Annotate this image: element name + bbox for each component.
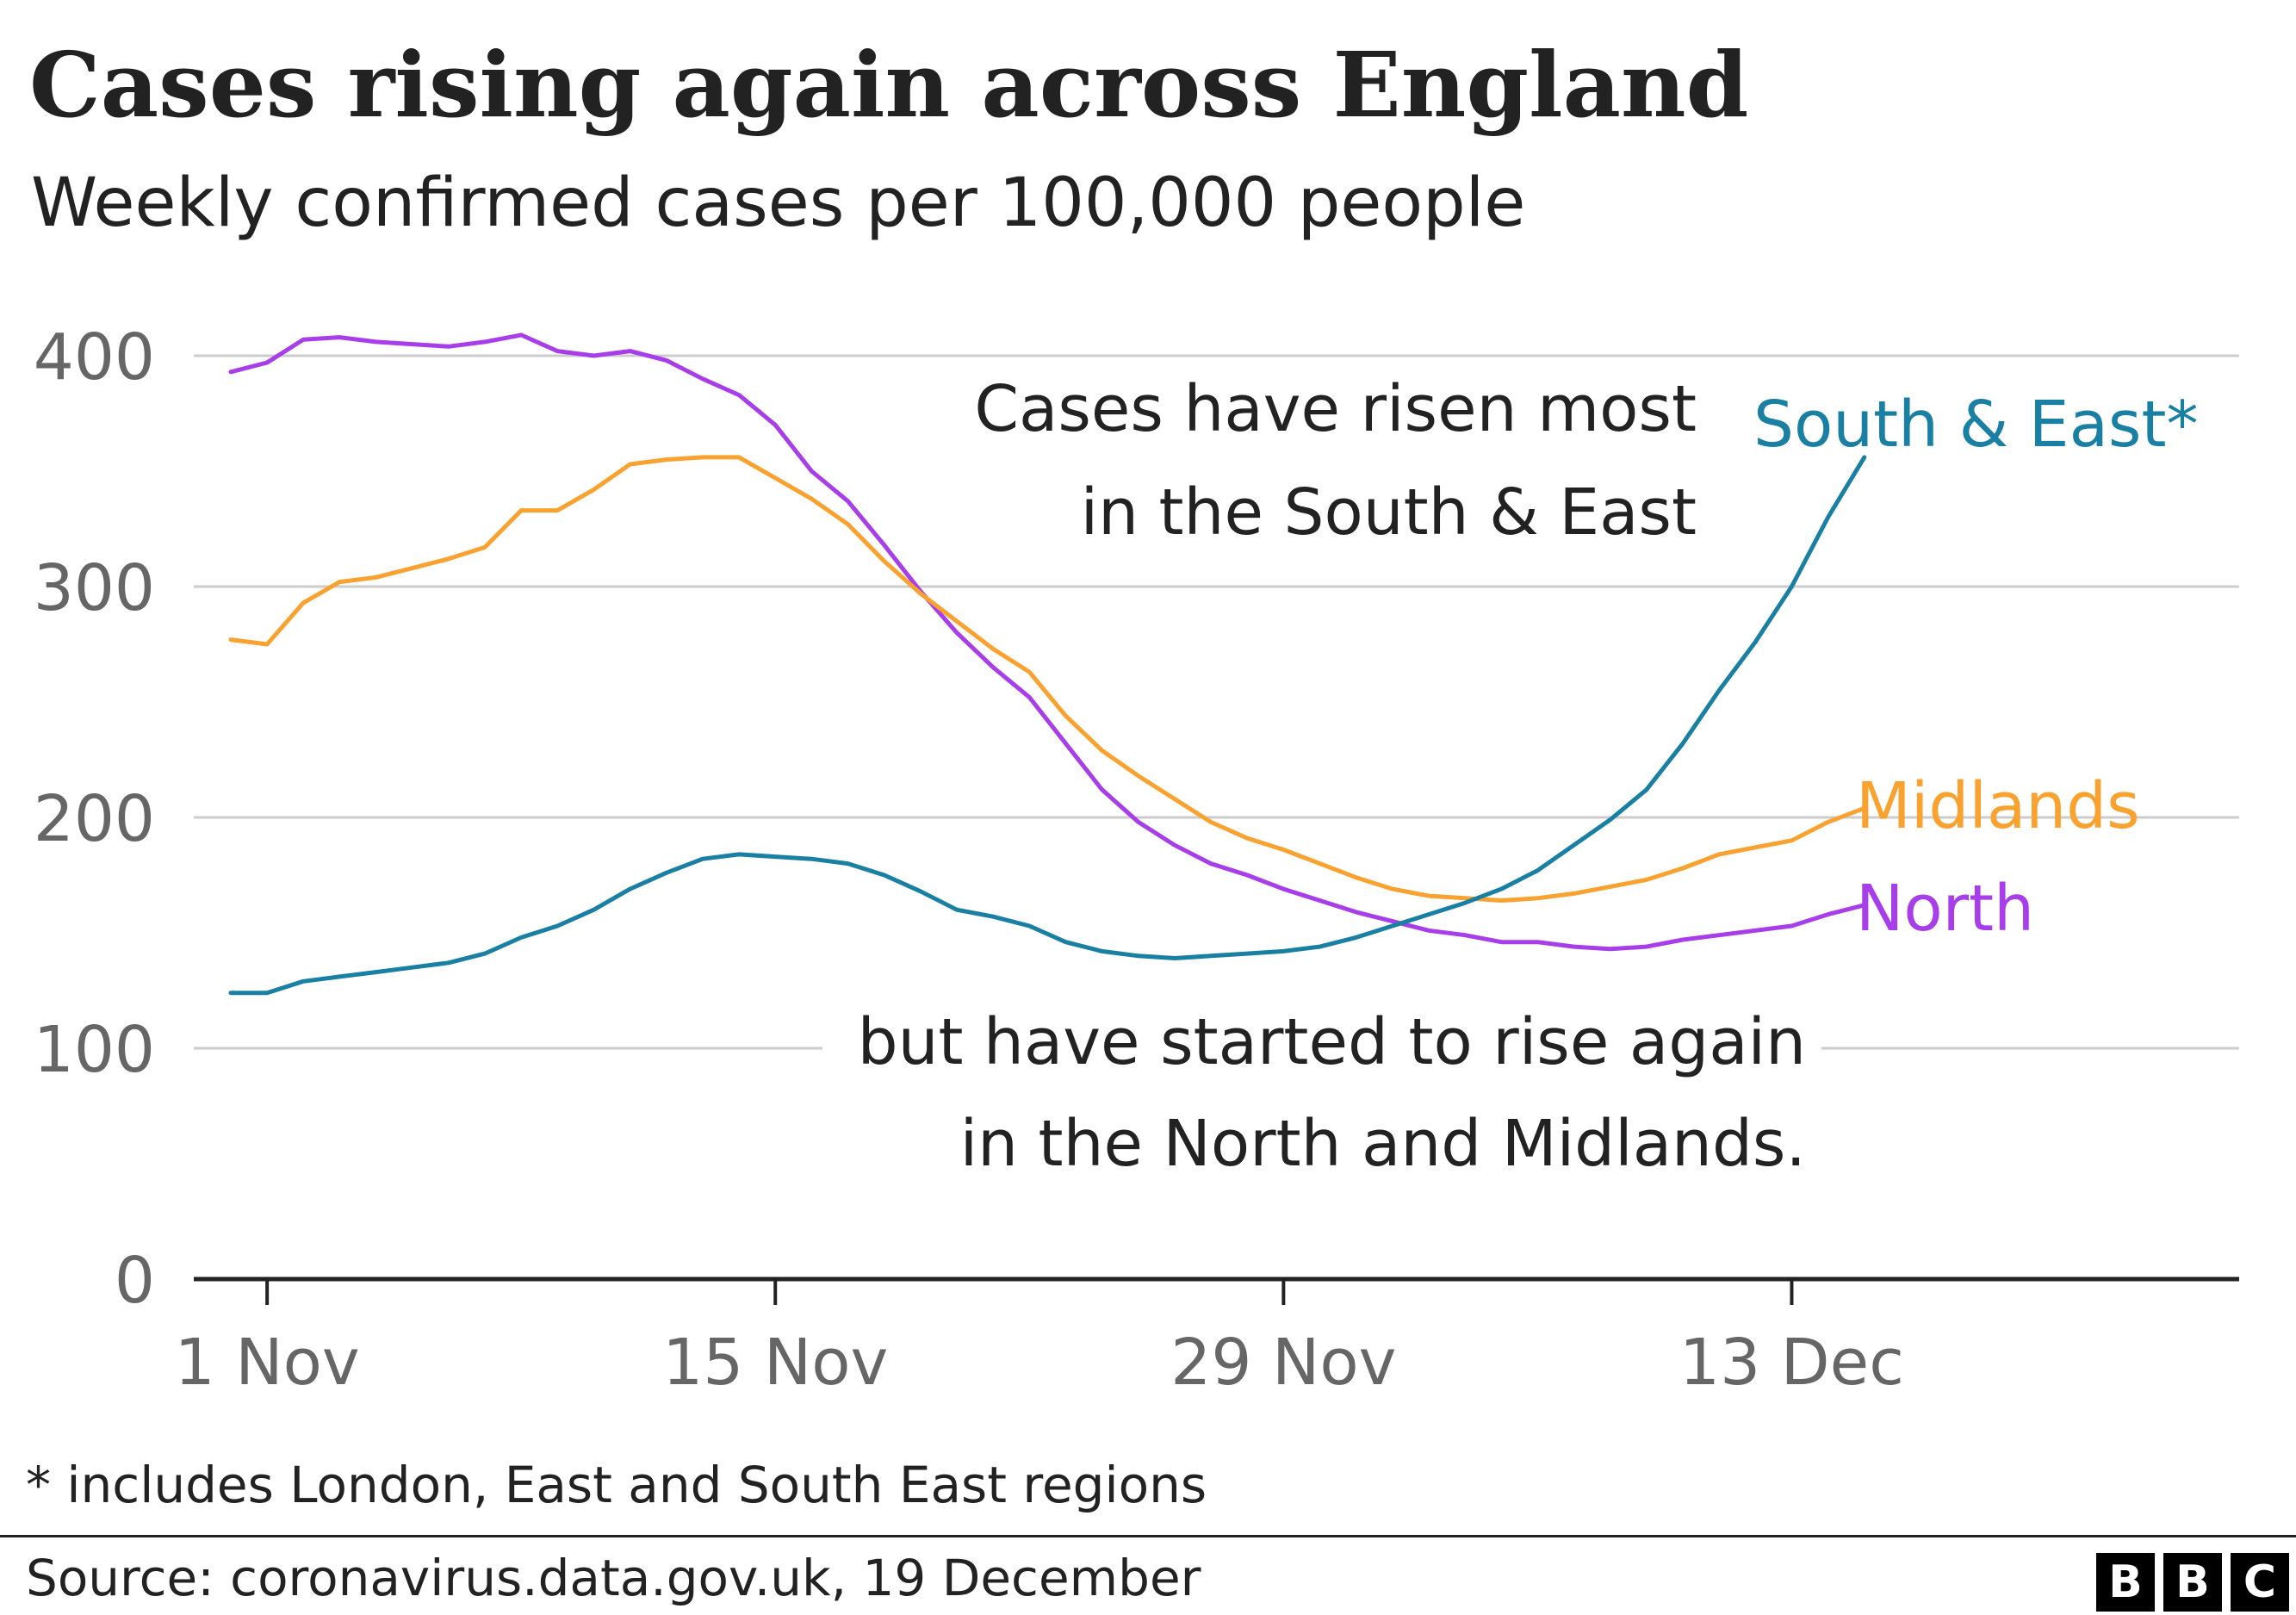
x-axis: 1 Nov 15 Nov 29 Nov 13 Dec bbox=[175, 1276, 2239, 1400]
x-tick-label: 1 Nov bbox=[175, 1326, 360, 1400]
footer-divider bbox=[0, 1535, 2296, 1537]
logo-letter-c: C bbox=[2231, 1553, 2289, 1612]
y-axis-ticks: 0 100 200 300 400 bbox=[34, 320, 155, 1318]
x-tick-label: 13 Dec bbox=[1679, 1326, 1904, 1400]
series-lines bbox=[228, 332, 1867, 996]
source-note: Source: coronavirus.data.gov.uk, 19 Dece… bbox=[26, 1549, 1201, 1607]
annotation-bottom-background bbox=[822, 999, 1821, 1180]
footnote: * includes London, East and South East r… bbox=[26, 1456, 1207, 1514]
y-tick-label: 200 bbox=[34, 782, 155, 856]
y-tick-label: 100 bbox=[34, 1013, 155, 1087]
series-line-south-east bbox=[228, 455, 1867, 996]
x-tick-label: 15 Nov bbox=[662, 1326, 888, 1400]
annotation-bottom-line-2: in the North and Midlands. bbox=[960, 1107, 1806, 1181]
y-tick-label: 300 bbox=[34, 551, 155, 625]
logo-letter-b2: B bbox=[2163, 1553, 2222, 1612]
y-tick-label: 400 bbox=[34, 320, 155, 394]
bbc-logo: B B C bbox=[2096, 1553, 2289, 1612]
series-label-midlands: Midlands bbox=[1856, 769, 2140, 843]
x-tick-label: 29 Nov bbox=[1170, 1326, 1396, 1400]
annotation-bottom-line-1: but have started to rise again bbox=[858, 1005, 1806, 1079]
logo-letter-b1: B bbox=[2096, 1553, 2155, 1612]
y-tick-label: 0 bbox=[115, 1244, 155, 1318]
chart-subtitle: Weekly confirmed cases per 100,000 peopl… bbox=[31, 165, 1526, 242]
series-line-midlands bbox=[228, 455, 1867, 903]
series-label-north: North bbox=[1856, 872, 2034, 946]
chart-title: Cases rising again across England bbox=[29, 32, 1749, 138]
annotation-top-line-2: in the South & East bbox=[1081, 475, 1697, 550]
annotation-top: Cases have risen most in the South & Eas… bbox=[974, 372, 1697, 550]
series-line-north bbox=[228, 332, 1867, 952]
annotation-bottom: but have started to rise again in the No… bbox=[822, 999, 1821, 1181]
annotation-top-line-1: Cases have risen most bbox=[974, 372, 1697, 446]
series-label-south-east: South & East* bbox=[1753, 388, 2198, 462]
